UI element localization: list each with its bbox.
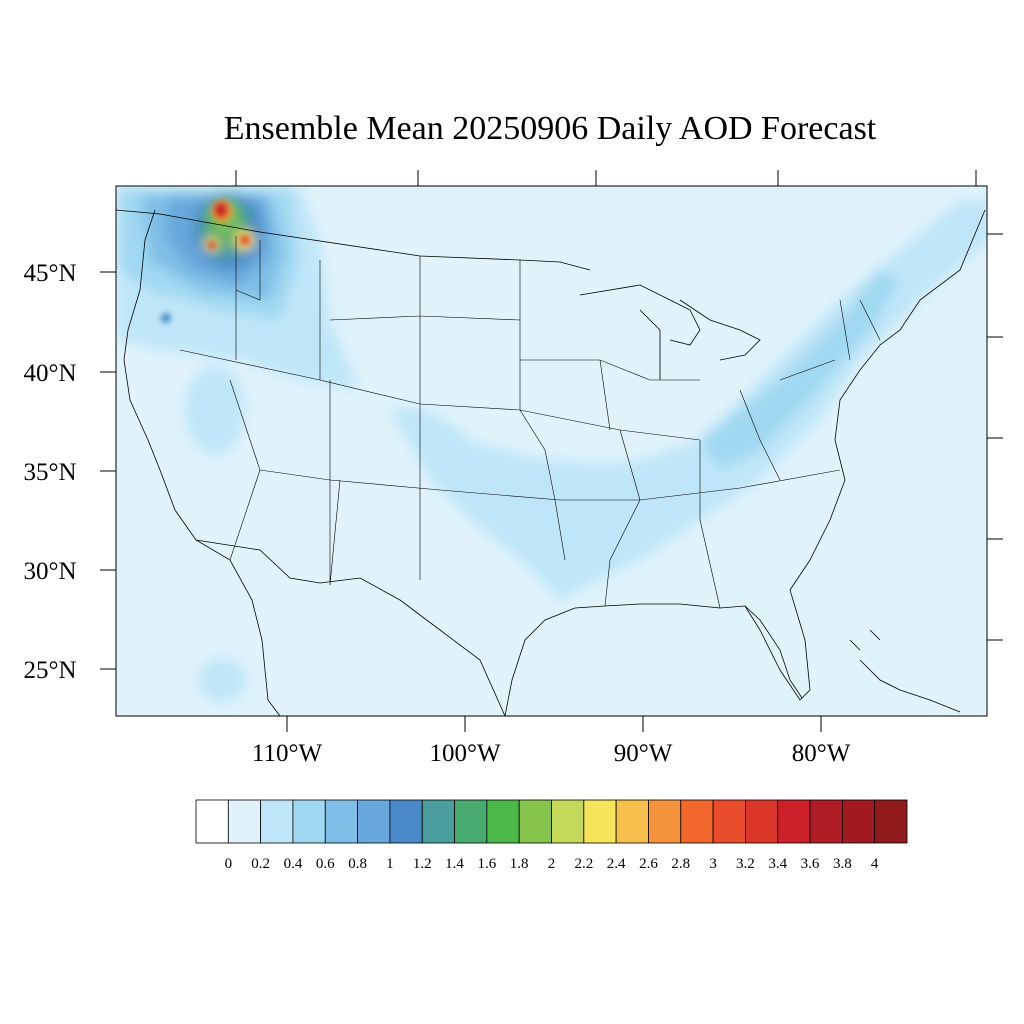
aod-hot-red [214, 202, 228, 218]
colorbar-label: 2.6 [639, 856, 658, 872]
aod-baja [198, 658, 246, 702]
map-frame [115, 185, 988, 717]
lat-label-40: 40°N [23, 360, 76, 387]
colorbar-label: 0.8 [348, 856, 367, 872]
east-coast [834, 209, 986, 441]
colorbar-swatch [551, 799, 585, 844]
aod-east-band [700, 270, 900, 470]
colorbar-swatch [615, 799, 649, 844]
colorbar-swatch [745, 799, 779, 844]
colorbar-label: 1.6 [477, 856, 496, 872]
colorbar-swatch [712, 799, 746, 844]
mexico-border [195, 539, 506, 716]
colorbar-swatch [195, 799, 229, 844]
map-title: Ensemble Mean 20250906 Daily AOD Forecas… [223, 110, 877, 147]
colorbar-label: 0.2 [251, 856, 270, 872]
left-ticks [100, 271, 116, 670]
west-coast [123, 209, 281, 716]
colorbar-swatch [324, 799, 358, 844]
colorbar-label: 3.6 [801, 856, 820, 872]
great-lakes [579, 284, 761, 380]
colorbar-swatch [357, 799, 391, 844]
colorbar-label: 0.4 [284, 856, 303, 872]
lat-label-25: 25°N [23, 657, 76, 684]
colorbar-label: 3.2 [736, 856, 755, 872]
colorbar-swatch [648, 799, 682, 844]
lat-label-30: 30°N [23, 558, 76, 585]
colorbar-swatch [454, 799, 488, 844]
lon-label-90w: 90°W [614, 740, 673, 767]
colorbar-swatch [260, 799, 294, 844]
colorbar-swatch [389, 799, 423, 844]
lat-label-35: 35°N [23, 459, 76, 486]
colorbar-swatch [680, 799, 714, 844]
colorbar-label: 4 [871, 856, 879, 872]
lon-label-110w: 110°W [252, 740, 323, 767]
colorbar-label: 1 [386, 856, 394, 872]
colorbar-swatch [809, 799, 843, 844]
colorbar-label: 2.8 [671, 856, 690, 872]
map-boundaries [116, 209, 986, 716]
colorbar-swatch [874, 799, 908, 844]
aod-hot-small2 [208, 241, 216, 249]
colorbar-label: 3.4 [768, 856, 787, 872]
right-ticks [987, 233, 1003, 641]
colorbar-label: 0.6 [316, 856, 335, 872]
bottom-ticks [286, 716, 822, 732]
colorbar-swatch [841, 799, 876, 844]
map-panel [116, 186, 987, 716]
colorbar-label: 1.8 [510, 856, 529, 872]
colorbar-label: 0 [225, 856, 233, 872]
colorbar-swatch [227, 799, 262, 844]
lat-label-45: 45°N [23, 260, 76, 287]
aod-oregon-spot [161, 313, 171, 323]
colorbar-label: 2.4 [607, 856, 626, 872]
aod-hot-small1 [240, 235, 250, 245]
colorbar-swatch [777, 799, 811, 844]
colorbar-label: 3 [709, 856, 717, 872]
colorbar-label: 3.8 [833, 856, 852, 872]
lon-label-80w: 80°W [792, 740, 851, 767]
colorbar-label: 1.2 [413, 856, 432, 872]
state-lines [179, 236, 881, 609]
aod-hotspots [161, 200, 250, 323]
aod-band-central [390, 200, 987, 600]
bahamas-cuba [849, 629, 961, 713]
colorbar-swatch [421, 799, 455, 844]
colorbar-swatch [583, 799, 617, 844]
colorbar-label: 1.4 [445, 856, 464, 872]
colorbar-swatch [486, 799, 520, 844]
gulf-coast [504, 439, 846, 716]
florida [744, 605, 803, 699]
colorbar-swatch [518, 799, 552, 844]
colorbar-swatch [292, 799, 326, 844]
aod-nevada [185, 365, 245, 455]
colorbar-label: 2 [548, 856, 556, 872]
top-ticks [235, 170, 977, 186]
colorbar: 0 0.2 0.4 0.6 0.8 1 1.2 1.4 1.6 1.8 2 2.2 2.4 2.6 2.8 3… [195, 799, 908, 872]
colorbar-label: 2.2 [574, 856, 593, 872]
lon-label-100w: 100°W [429, 740, 500, 767]
